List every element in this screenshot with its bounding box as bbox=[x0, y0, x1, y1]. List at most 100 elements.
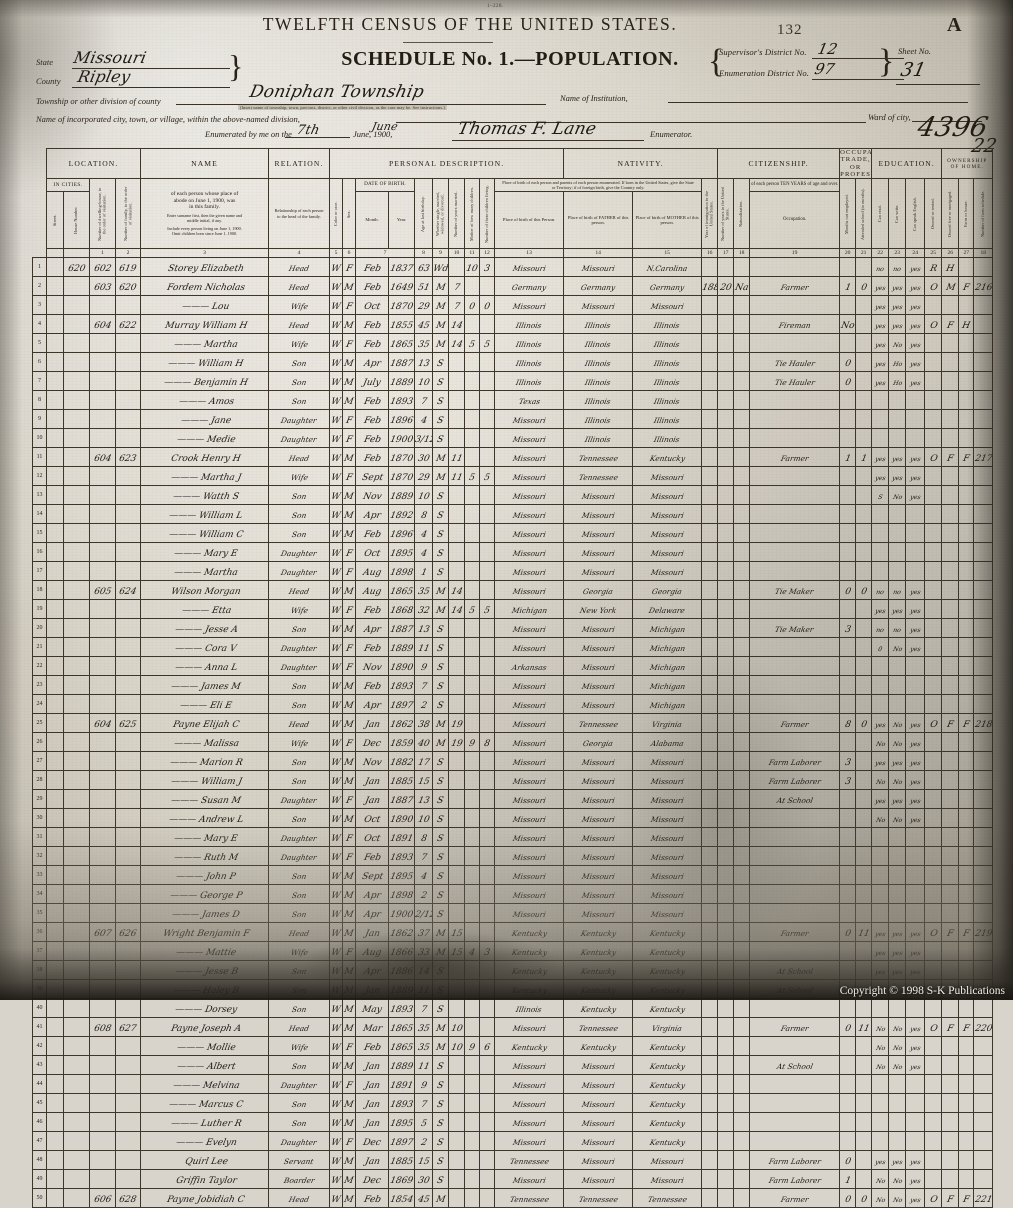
cell-occupation[interactable] bbox=[749, 390, 841, 410]
table-row[interactable]: 37 ——— Mattie Wife W F Aug 1866 33 M 15 4 3 Kentucky… bbox=[32, 941, 994, 961]
cell-months-unemployed[interactable]: 3 bbox=[839, 770, 857, 790]
cell-children[interactable] bbox=[464, 1188, 481, 1208]
cell-father-birthplace[interactable]: Missouri bbox=[563, 561, 634, 581]
cell-birthplace[interactable]: Illinois bbox=[494, 314, 565, 334]
cell-age[interactable]: 4 bbox=[414, 523, 434, 543]
cell-months-unemployed[interactable] bbox=[839, 903, 857, 923]
cell-dwelling[interactable] bbox=[89, 884, 116, 904]
cell-can-speak-english[interactable] bbox=[905, 656, 926, 676]
cell-color[interactable]: W bbox=[329, 922, 344, 942]
cell-years-in-us[interactable] bbox=[717, 390, 735, 410]
cell-marital[interactable]: M bbox=[432, 941, 450, 961]
cell-sex[interactable]: F bbox=[342, 1074, 357, 1094]
cell-children-living[interactable] bbox=[479, 1074, 496, 1094]
cell-sex[interactable]: M bbox=[342, 1055, 357, 1075]
cell-naturalization[interactable] bbox=[733, 1150, 751, 1170]
cell-children-living[interactable]: 0 bbox=[479, 295, 496, 315]
cell-years-in-us[interactable] bbox=[717, 371, 735, 391]
cell-children-living[interactable] bbox=[479, 1055, 496, 1075]
cell-mother-birthplace[interactable]: Germany bbox=[632, 276, 703, 296]
cell-birth-year[interactable]: 1870 bbox=[388, 447, 416, 467]
cell-can-write[interactable] bbox=[888, 409, 907, 429]
cell-marital[interactable]: S bbox=[432, 428, 450, 448]
cell-marital[interactable]: S bbox=[432, 960, 450, 980]
table-row[interactable]: 4 604 622 Murray William H Head W M Feb 1855 45 M 1… bbox=[32, 314, 994, 334]
cell-children-living[interactable] bbox=[479, 352, 496, 372]
cell-naturalization[interactable] bbox=[733, 865, 751, 885]
cell-years-in-us[interactable] bbox=[717, 1169, 735, 1189]
cell-owned-free[interactable] bbox=[941, 1036, 960, 1056]
cell-marital[interactable]: S bbox=[432, 694, 450, 714]
cell-sex[interactable]: M bbox=[342, 485, 357, 505]
cell-immigration-year[interactable] bbox=[701, 903, 719, 923]
cell-mother-birthplace[interactable]: Michigan bbox=[632, 618, 703, 638]
cell-sex[interactable]: M bbox=[342, 504, 357, 524]
cell-birthplace[interactable]: Kentucky bbox=[494, 960, 565, 980]
cell-dwelling[interactable]: 603 bbox=[89, 276, 116, 296]
cell-blank[interactable] bbox=[63, 333, 90, 353]
cell-mother-birthplace[interactable]: Kentucky bbox=[632, 922, 703, 942]
cell-naturalization[interactable] bbox=[733, 960, 751, 980]
cell-years-married[interactable] bbox=[448, 371, 466, 391]
cell-age[interactable]: 1 bbox=[414, 561, 434, 581]
cell-years-in-us[interactable] bbox=[717, 542, 735, 562]
cell-can-read[interactable]: yes bbox=[871, 922, 890, 942]
cell-can-write[interactable]: No bbox=[888, 637, 907, 657]
cell-years-married[interactable] bbox=[448, 808, 466, 828]
cell-children[interactable] bbox=[464, 1131, 481, 1151]
cell-years-married[interactable]: 14 bbox=[448, 580, 466, 600]
table-row[interactable]: 21 ——— Cora V Daughter W F Feb 1889 11 S Missouri… bbox=[32, 637, 994, 657]
cell-years-married[interactable]: 11 bbox=[448, 466, 466, 486]
cell-occupation[interactable] bbox=[749, 1074, 841, 1094]
cell-age[interactable]: 9 bbox=[414, 1074, 434, 1094]
cell-owned-rented[interactable] bbox=[924, 409, 943, 429]
cell-occupation[interactable]: At School bbox=[749, 789, 841, 809]
cell-relation[interactable]: Son bbox=[268, 523, 331, 543]
cell-children-living[interactable] bbox=[479, 846, 496, 866]
cell-mother-birthplace[interactable]: Illinois bbox=[632, 428, 703, 448]
cell-marital[interactable]: S bbox=[432, 409, 450, 429]
cell-blank[interactable] bbox=[63, 732, 90, 752]
table-row[interactable]: 19 ——— Etta Wife W F Feb 1868 32 M 14 5 5 Michigan Ne… bbox=[32, 599, 994, 619]
cell-naturalization[interactable] bbox=[733, 542, 751, 562]
cell-farm-house[interactable]: F bbox=[958, 1188, 975, 1208]
cell-months-unemployed[interactable] bbox=[839, 827, 857, 847]
cell-can-read[interactable]: No bbox=[871, 1188, 890, 1208]
cell-mother-birthplace[interactable]: Illinois bbox=[632, 409, 703, 429]
cell-months-unemployed[interactable] bbox=[839, 485, 857, 505]
cell-birth-month[interactable]: Nov bbox=[355, 751, 390, 771]
cell-mother-birthplace[interactable]: Illinois bbox=[632, 333, 703, 353]
cell-naturalization[interactable] bbox=[733, 998, 751, 1018]
cell-birth-year[interactable]: 1895 bbox=[388, 1112, 416, 1132]
table-row[interactable]: 5 ——— Martha Wife W F Feb 1865 35 M 14 5 5 Illinois I… bbox=[32, 333, 994, 353]
cell-mother-birthplace[interactable]: Missouri bbox=[632, 865, 703, 885]
cell-relation[interactable]: Head bbox=[268, 447, 331, 467]
cell-children[interactable]: 5 bbox=[464, 466, 481, 486]
cell-father-birthplace[interactable]: Tennessee bbox=[563, 466, 634, 486]
cell-years-in-us[interactable] bbox=[717, 485, 735, 505]
cell-birth-year[interactable]: 1649 bbox=[388, 276, 416, 296]
cell-blank[interactable] bbox=[46, 409, 64, 429]
cell-name[interactable]: ——— Ruth M bbox=[140, 846, 270, 866]
cell-can-speak-english[interactable]: yes bbox=[905, 960, 926, 980]
cell-occupation[interactable]: Tie Hauler bbox=[749, 352, 841, 372]
cell-family[interactable]: 627 bbox=[114, 1017, 142, 1037]
table-row[interactable]: 29 ——— Susan M Daughter W F Jan 1887 13 S Missour… bbox=[32, 789, 994, 809]
cell-years-in-us[interactable] bbox=[717, 409, 735, 429]
cell-age[interactable]: 13 bbox=[414, 789, 434, 809]
cell-color[interactable]: W bbox=[329, 599, 344, 619]
cell-father-birthplace[interactable]: Tennessee bbox=[563, 713, 634, 733]
cell-can-read[interactable]: No bbox=[871, 808, 890, 828]
cell-birth-month[interactable]: Sept bbox=[355, 865, 390, 885]
cell-name[interactable]: ——— Medie bbox=[140, 428, 270, 448]
cell-mother-birthplace[interactable]: Kentucky bbox=[632, 941, 703, 961]
cell-name[interactable]: ——— Etta bbox=[140, 599, 270, 619]
cell-birth-month[interactable]: Oct bbox=[355, 542, 390, 562]
cell-farm-schedule[interactable] bbox=[973, 580, 994, 600]
cell-children[interactable] bbox=[464, 485, 481, 505]
cell-months-unemployed[interactable]: 0 bbox=[839, 922, 857, 942]
cell-occupation[interactable]: Fireman bbox=[749, 314, 841, 334]
cell-immigration-year[interactable] bbox=[701, 941, 719, 961]
cell-can-read[interactable]: No bbox=[871, 770, 890, 790]
cell-birthplace[interactable]: Missouri bbox=[494, 561, 565, 581]
